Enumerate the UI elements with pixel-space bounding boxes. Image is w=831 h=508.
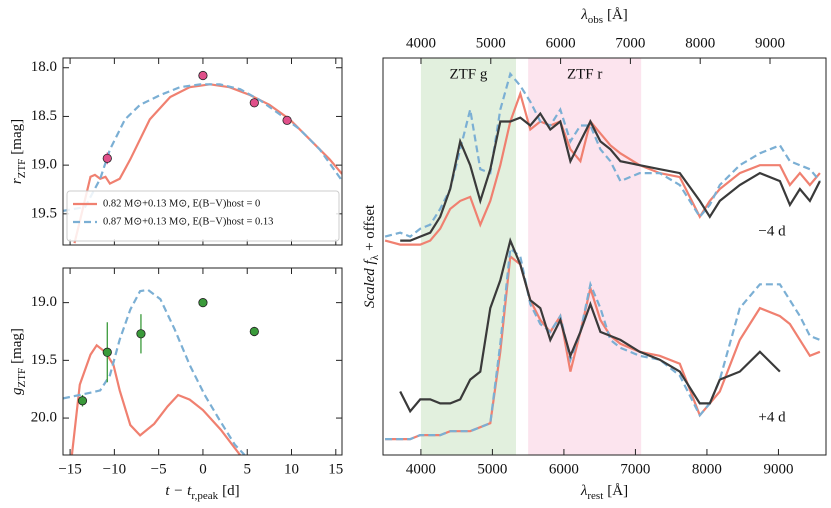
x2-axis-label-main: λ (580, 7, 588, 23)
x-axis-label-sub: r,peak (191, 490, 218, 502)
x2-tick-label: 6000 (546, 35, 576, 51)
model-line (63, 288, 246, 455)
model-line (73, 83, 342, 244)
axes-frame (382, 57, 827, 456)
x-tick-label: 9000 (763, 461, 793, 477)
data-point (249, 98, 259, 108)
data-point (77, 396, 88, 406)
y-axis-label: gZTF [mag] (9, 328, 27, 395)
filter-band (528, 58, 642, 455)
y-tick-label: 19.5 (31, 205, 57, 221)
legend-label: 0.87 M⊙+0.13 M⊙, E(B−V)host = 0.13 (103, 216, 273, 227)
x-tick-label: 5 (243, 461, 251, 477)
legend-box (66, 190, 340, 242)
y-tick-label: 18.5 (31, 108, 57, 124)
band-label: ZTF r (567, 66, 602, 82)
y-tick-label: 19.0 (31, 157, 57, 173)
y-axis-label-main: r (9, 178, 25, 184)
filter-band (420, 58, 517, 455)
y-axis-label-unit: [mag] (9, 119, 25, 155)
model-line (63, 83, 342, 212)
epoch-label: +4 d (758, 409, 786, 425)
data-point (249, 326, 259, 337)
x-axis-label-unit: [d] (222, 483, 240, 499)
x2-tick-label: 7000 (615, 35, 645, 51)
y-tick-label: 18.0 (31, 59, 57, 75)
x2-tick-label: 8000 (685, 35, 715, 51)
x2-axis-label: λobs [Å] (580, 7, 628, 25)
x-tick-label: 10 (284, 461, 299, 477)
model-line (385, 246, 821, 441)
legend-label: 0.82 M⊙+0.13 M⊙, E(B−V)host = 0 (103, 198, 260, 209)
model-line (384, 90, 821, 246)
data-point (198, 70, 208, 81)
y-axis-label-unit: + offset (362, 204, 378, 251)
data-point (136, 329, 146, 339)
x2-tick-label: 4000 (406, 35, 436, 51)
plot-area (384, 58, 821, 455)
model-line (399, 237, 781, 414)
model-line (70, 343, 241, 455)
x-axis-label-sub: rest (587, 490, 603, 502)
x-tick-label: −15 (58, 461, 81, 477)
x-axis-label: λrest [Å] (580, 483, 628, 501)
x-tick-label: 4000 (406, 461, 436, 477)
x-axis-label-main: λ (580, 483, 588, 499)
plot-area (63, 83, 342, 244)
data-point (282, 115, 292, 125)
x-tick-label: 5000 (477, 461, 507, 477)
y-axis-label-sub: λ (369, 254, 381, 260)
data-point (102, 347, 112, 357)
x-axis-label-unit: [Å] (607, 483, 628, 499)
y-axis-label: Scaled fλ + offset (362, 204, 380, 308)
model-line (400, 111, 821, 242)
y-axis-label-unit: [mag] (9, 328, 25, 364)
y-axis-label: rZTF [mag] (9, 119, 27, 184)
x2-axis-label-sub: obs (588, 14, 603, 26)
x2-tick-label: 9000 (755, 35, 785, 51)
y-tick-label: 20.0 (31, 409, 57, 425)
x-axis-label: t − tr,peak [d] (165, 483, 239, 501)
x-tick-label: 0 (199, 461, 207, 477)
y-axis-label-main: g (9, 387, 25, 395)
axes-frame (62, 267, 343, 456)
x2-tick-label: 5000 (476, 35, 506, 51)
x2-axis-label-unit: [Å] (607, 7, 628, 23)
data-point (198, 298, 208, 308)
x-tick-label: −10 (103, 461, 126, 477)
x-axis-label-main: t − t (165, 483, 192, 499)
band-label: ZTF g (449, 66, 487, 82)
data-point (102, 153, 112, 163)
epoch-label: −4 d (758, 223, 786, 239)
y-tick-label: 19.5 (31, 352, 57, 368)
x-tick-label: 7000 (620, 461, 650, 477)
x-tick-label: 8000 (692, 461, 722, 477)
y-axis-label-sub: ZTF (16, 159, 28, 179)
x-tick-label: 15 (328, 461, 343, 477)
plot-area (63, 288, 246, 455)
x-tick-label: −5 (151, 461, 167, 477)
y-tick-label: 19.0 (31, 294, 57, 310)
y-axis-label-sub: ZTF (16, 368, 28, 388)
y-axis-label-main: Scaled f (362, 258, 378, 308)
x-tick-label: 6000 (549, 461, 579, 477)
